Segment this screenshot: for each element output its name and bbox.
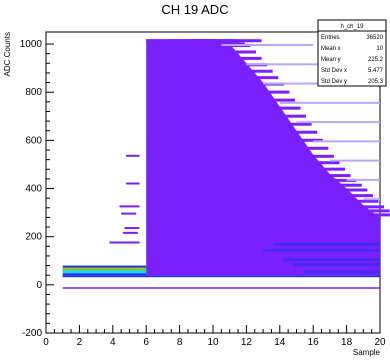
edge-bar [224,42,245,46]
stats-value: 205.3 [368,79,384,85]
baseline-cyan [62,270,147,274]
x-tick-label: 8 [177,337,183,348]
edge-bar [318,161,340,165]
edge-bar [285,114,307,118]
edge-bar [296,130,318,134]
edge-bar [218,40,240,44]
heatmap-marks [62,39,390,289]
stats-label: Std Dev x [321,68,347,74]
edge-bar [324,167,346,171]
stats-label: Mean x [321,46,341,52]
edge-bar [329,174,351,178]
outlier-bar [109,241,140,244]
light-streak [263,82,372,85]
x-tick-label: 18 [341,337,353,348]
outlier-bar [119,205,140,208]
edge-bar [307,146,329,150]
outlier-bar [126,154,140,157]
stats-value: 10 [376,46,383,52]
edge-bar [274,98,295,102]
y-tick-label: 0 [36,280,42,291]
edge-bar [213,39,234,43]
light-streak [363,198,380,201]
edge-bar [352,194,373,198]
baseline-tail [62,275,380,278]
y-axis-label: ADC Counts [3,32,12,76]
x-tick-label: 6 [143,337,149,348]
light-streak [346,178,380,181]
band-row [283,258,380,262]
y-tick-label: 800 [25,87,42,98]
x-tick-label: 0 [43,337,49,348]
edge-bar [357,199,379,203]
light-streak [329,159,380,162]
edge-bar [346,188,368,192]
light-streak [279,101,380,104]
stats-title: h_ch_19 [340,24,364,30]
edge-bar [279,106,301,110]
edge-bar [257,76,279,80]
edge-bar [313,154,334,158]
light-streak [221,44,314,47]
zero-line [62,287,380,289]
x-tick-label: 16 [308,337,320,348]
y-tick-label: 400 [25,184,42,195]
outlier-bar [122,231,138,234]
band-row [263,248,380,252]
x-tick-label: 2 [77,337,83,348]
signal-region [146,39,380,276]
outlier-bar [124,227,140,230]
x-axis-label: Sample [353,348,381,357]
stats-label: Entries [321,35,340,41]
edge-bar [268,90,290,94]
edge-bar [290,122,312,126]
x-tick-label: 12 [241,337,253,348]
band-row [273,242,380,246]
y-tick-label: 200 [25,232,42,243]
edge-bar [251,69,273,73]
x-tick-label: 10 [207,337,219,348]
stats-value: 225.2 [368,57,384,63]
y-tick-label: 600 [25,135,42,146]
light-streak [296,121,380,124]
edge-bar [235,50,256,54]
edge-bar [374,213,390,217]
x-tick-label: 14 [274,337,286,348]
stats-label: Mean y [321,57,341,63]
stats-value: 5.477 [368,68,384,74]
x-tick-label: 4 [110,337,116,348]
light-streak [246,63,347,66]
edge-bar [302,138,323,142]
edge-bar [368,209,390,213]
chart-title: CH 19 ADC [161,2,228,17]
band-row [293,263,380,267]
x-tick-label: 20 [374,337,386,348]
edge-bar [240,56,262,60]
band-row [303,270,380,274]
light-streak [313,140,380,143]
edge-bar [363,205,384,209]
edge-bar [335,178,357,182]
outlier-bar [121,212,137,215]
outlier-bar [126,182,140,185]
y-tick-label: 1000 [20,39,43,50]
stats-value: 36520 [366,35,383,41]
stats-label: Std Dev y [321,79,347,85]
y-tick-label: -200 [22,328,42,339]
edge-bar [341,183,362,187]
baseline-green [62,267,147,271]
